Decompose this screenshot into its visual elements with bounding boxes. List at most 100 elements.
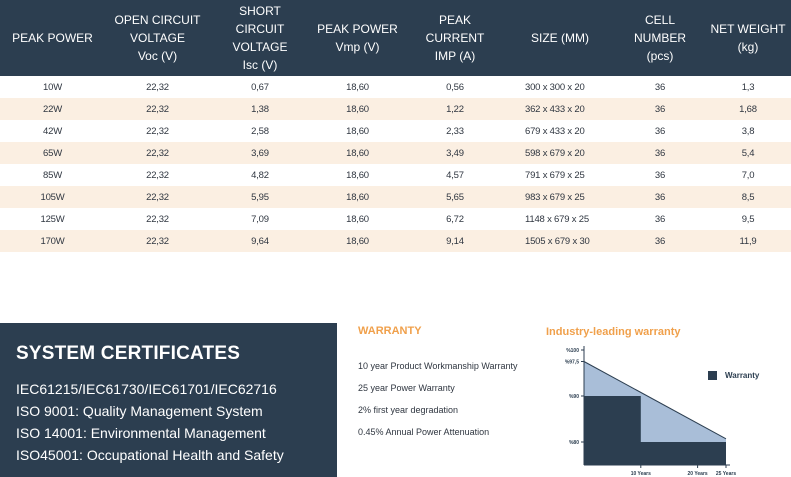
column-header-title: OPEN CIRCUIT VOLTAGE xyxy=(114,13,201,45)
table-cell: 36 xyxy=(615,120,705,142)
column-header-title: SHORT CIRCUIT VOLTAGE xyxy=(232,4,288,54)
column-header-unit: (kg) xyxy=(737,40,759,54)
column-header-title: SIZE (mm) xyxy=(531,31,589,45)
table-cell: 18,60 xyxy=(310,208,405,230)
warranty-item: 10 year Product Workmanship Warranty xyxy=(358,361,518,371)
table-cell: 3,49 xyxy=(405,142,505,164)
column-header-title: PEAK POWER xyxy=(12,31,93,45)
table-cell: 791 x 679 x 25 xyxy=(505,164,615,186)
certificates-title: SYSTEM CERTIFICATES xyxy=(16,343,241,364)
table-cell: 36 xyxy=(615,98,705,120)
table-cell: 8,5 xyxy=(705,186,791,208)
table-cell: 36 xyxy=(615,76,705,98)
table-row: 42W 22,32 2,58 18,60 2,33 679 x 433 x 20 36 3,8 xyxy=(0,120,791,142)
table-cell: 1,22 xyxy=(405,98,505,120)
table-row: 22W 22,32 1,38 18,60 1,22 362 x 433 x 20 36 1,6… xyxy=(0,98,791,120)
table-cell: 36 xyxy=(615,230,705,252)
column-header: SHORT CIRCUIT VOLTAGE Isc (V) xyxy=(210,0,310,76)
table-cell: 1148 x 679 x 25 xyxy=(505,208,615,230)
table-cell: 1,38 xyxy=(210,98,310,120)
table-cell: 0,67 xyxy=(210,76,310,98)
table-cell: 22,32 xyxy=(105,98,210,120)
table-cell: 22,32 xyxy=(105,208,210,230)
table-cell: 9,5 xyxy=(705,208,791,230)
column-header-unit: Vmp (V) xyxy=(335,40,380,54)
table-cell: 125W xyxy=(0,208,105,230)
table-row: 105W 22,32 5,95 18,60 5,65 983 x 679 x 25 36 8,… xyxy=(0,186,791,208)
table-cell: 2,58 xyxy=(210,120,310,142)
table-cell: 7,0 xyxy=(705,164,791,186)
table-cell: 22,32 xyxy=(105,186,210,208)
chart-title: Industry-leading warranty xyxy=(546,326,681,338)
step-warranty-area xyxy=(584,396,726,465)
table-cell: 5,95 xyxy=(210,186,310,208)
table-cell: 105W xyxy=(0,186,105,208)
table-cell: 598 x 679 x 20 xyxy=(505,142,615,164)
table-cell: 362 x 433 x 20 xyxy=(505,98,615,120)
x-tick-label: 25 Years xyxy=(716,471,736,477)
column-header-title: PEAK POWER xyxy=(317,22,398,36)
y-tick-label: %97,5 xyxy=(565,360,579,366)
table-cell: 65W xyxy=(0,142,105,164)
table-cell: 22,32 xyxy=(105,164,210,186)
table-cell: 22,32 xyxy=(105,142,210,164)
column-header-unit: IMP (A) xyxy=(434,49,476,63)
table-cell: 7,09 xyxy=(210,208,310,230)
certificate-item: ISO 14001: Environmental Management xyxy=(16,425,266,441)
table-cell: 9,14 xyxy=(405,230,505,252)
table-cell: 18,60 xyxy=(310,98,405,120)
table-row: 85W 22,32 4,82 18,60 4,57 791 x 679 x 25 36 7,0 xyxy=(0,164,791,186)
column-header: CELL NUMBER (pcs) xyxy=(615,0,705,76)
table-cell: 10W xyxy=(0,76,105,98)
chart-legend: Warranty xyxy=(708,371,759,380)
table-cell: 36 xyxy=(615,164,705,186)
table-cell: 22,32 xyxy=(105,120,210,142)
column-header-unit: Isc (V) xyxy=(242,58,278,72)
table-cell: 36 xyxy=(615,208,705,230)
system-certificates-panel: SYSTEM CERTIFICATES IEC61215/IEC61730/IE… xyxy=(0,323,337,477)
column-header: SIZE (mm) xyxy=(505,0,615,76)
table-cell: 1505 x 679 x 30 xyxy=(505,230,615,252)
spec-table: PEAK POWER OPEN CIRCUIT VOLTAGE Voc (V) SHO… xyxy=(0,0,791,252)
table-cell: 22,32 xyxy=(105,230,210,252)
table-cell: 679 x 433 x 20 xyxy=(505,120,615,142)
table-cell: 85W xyxy=(0,164,105,186)
column-header-title: CELL NUMBER xyxy=(633,13,686,45)
column-header: PEAK POWER xyxy=(0,0,105,76)
table-cell: 9,64 xyxy=(210,230,310,252)
table-row: 170W 22,32 9,64 18,60 9,14 1505 x 679 x 30 36 1… xyxy=(0,230,791,252)
table-cell: 18,60 xyxy=(310,186,405,208)
table-cell: 36 xyxy=(615,186,705,208)
table-cell: 5,4 xyxy=(705,142,791,164)
warranty-item: 0.45% Annual Power Attenuation xyxy=(358,427,490,437)
table-cell: 3,69 xyxy=(210,142,310,164)
certificate-item: ISO45001: Occupational Health and Safety xyxy=(16,447,284,463)
column-header-title: NET WEIGHT xyxy=(710,22,786,36)
table-cell: 18,60 xyxy=(310,142,405,164)
table-cell: 2,33 xyxy=(405,120,505,142)
warranty-section: WARRANTY 10 year Product Workmanship War… xyxy=(358,325,538,449)
spec-table-header: PEAK POWER OPEN CIRCUIT VOLTAGE Voc (V) SHO… xyxy=(0,0,791,76)
table-cell: 1,3 xyxy=(705,76,791,98)
legend-label: Warranty xyxy=(725,371,760,380)
column-header: NET WEIGHT (kg) xyxy=(705,0,791,76)
table-cell: 170W xyxy=(0,230,105,252)
warranty-title: WARRANTY xyxy=(358,325,422,337)
table-cell: 18,60 xyxy=(310,76,405,98)
spec-table-body: 10W 22,32 0,67 18,60 0,56 300 x 300 x 20 36 1,3… xyxy=(0,76,791,252)
table-cell: 5,65 xyxy=(405,186,505,208)
column-header: PEAK POWER Vmp (V) xyxy=(310,0,405,76)
table-cell: 3,8 xyxy=(705,120,791,142)
column-header-unit: (pcs) xyxy=(646,49,674,63)
warranty-item: 2% first year degradation xyxy=(358,405,459,415)
table-row: 65W 22,32 3,69 18,60 3,49 598 x 679 x 20 36 5,4 xyxy=(0,142,791,164)
y-tick-label: %80 xyxy=(569,440,579,446)
column-header-title: PEAK CURRENT xyxy=(425,13,485,45)
table-cell: 4,82 xyxy=(210,164,310,186)
certificate-item: IEC61215/IEC61730/IEC61701/IEC62716 xyxy=(16,381,277,397)
table-cell: 11,9 xyxy=(705,230,791,252)
column-header: PEAK CURRENT IMP (A) xyxy=(405,0,505,76)
warranty-chart: %100 %97,5 %90 %80 10 Years 20 Years 25 Years xyxy=(565,346,736,477)
table-cell: 983 x 679 x 25 xyxy=(505,186,615,208)
column-header-unit: Voc (V) xyxy=(137,49,178,63)
